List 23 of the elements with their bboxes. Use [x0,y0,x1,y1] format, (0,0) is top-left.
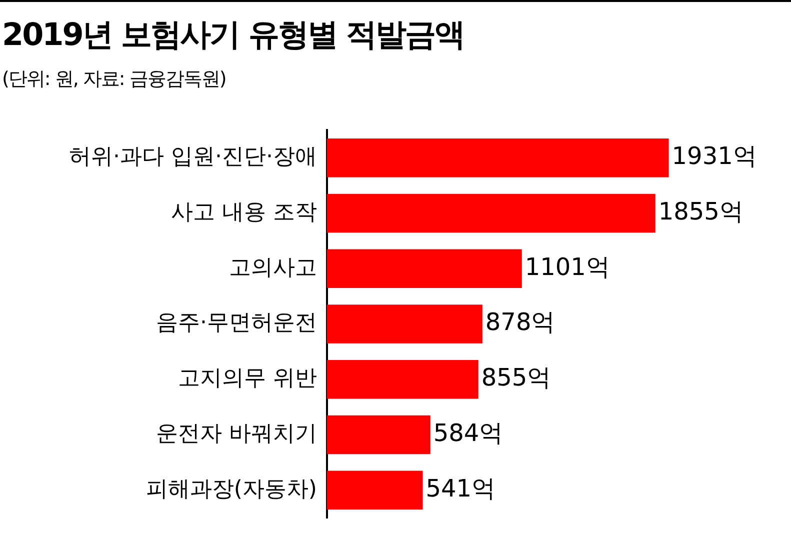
data-label: 584억 [433,418,504,447]
y-tick-label: 음주·무면허운전 [156,310,317,336]
bar [327,249,522,288]
text: (단위: 원, 자료: 금융감독원) [2,67,226,92]
y-tick-label: 사고 내용 조작 [171,200,317,225]
y-tick-label: 고의사고 [229,255,317,280]
bar [327,194,656,233]
data-label: 1101억 [524,252,610,281]
data-label: 1855억 [658,197,744,226]
data-label: 541억 [426,474,496,502]
bar [327,138,669,178]
bar [327,470,423,510]
data-label: 1931억 [672,142,757,170]
chart-title: 2019년 보험사기 유형별 적발금액 [2,16,464,55]
y-tick-label: 피해과장(자동차) [146,476,317,502]
data-label: 855억 [481,364,552,392]
data-label: 878억 [485,308,556,336]
bar [327,415,430,454]
y-tick-label: 운전자 바꿔치기 [156,421,317,446]
bar [327,360,478,399]
y-tick-label: 허위·과다 입원·진단·장애 [69,144,317,170]
y-tick-label: 고지의무 위반 [178,366,317,392]
bar [327,304,482,344]
